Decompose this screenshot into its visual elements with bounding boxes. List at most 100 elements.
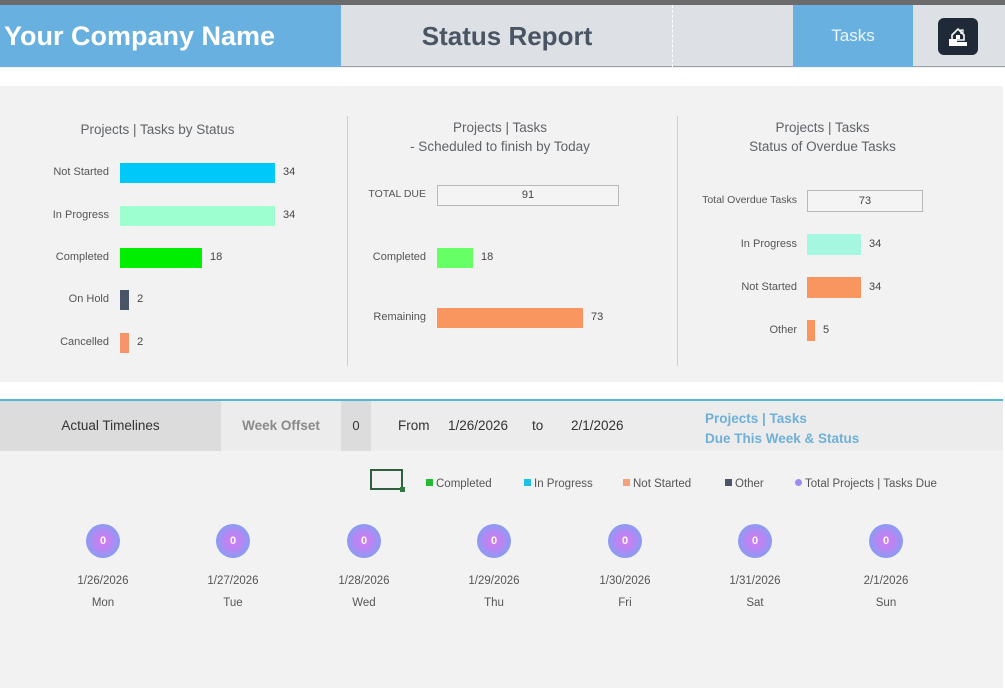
bar (437, 308, 583, 328)
actual-timelines-label[interactable]: Actual Timelines (0, 401, 221, 451)
day-date: 1/27/2026 (207, 575, 259, 587)
legend-label: Completed (436, 478, 492, 490)
company-name: Your Company Name (0, 5, 341, 67)
chart-title: Projects | Tasks by Status (80, 122, 235, 137)
page-title: Status Report (421, 21, 593, 51)
bar-label: Not Started (53, 166, 109, 178)
divider (347, 116, 348, 366)
to-label: to (532, 418, 544, 433)
legend-swatch (524, 479, 531, 487)
bar-value: 34 (869, 280, 882, 293)
chart-title: Projects | Tasks (775, 120, 870, 135)
legend-swatch (795, 479, 802, 487)
day-column: 0 1/28/2026 Wed (314, 524, 414, 609)
bar-value: 2 (137, 293, 144, 305)
total-overdue-value: 73 (807, 190, 923, 212)
day-column: 0 1/26/2026 Mon (53, 524, 153, 609)
bar (120, 163, 275, 183)
bar-label: Not Started (741, 280, 797, 293)
legend-swatch (725, 479, 732, 487)
home-icon (949, 27, 967, 46)
bar-label: On Hold (68, 293, 109, 305)
bar-value: 34 (869, 237, 882, 250)
day-name: Sun (875, 597, 897, 609)
due-count-bubble: 0 (347, 524, 381, 558)
day-name: Mon (91, 597, 115, 609)
week-offset-input[interactable]: 0 (341, 401, 371, 451)
day-date: 1/29/2026 (468, 575, 520, 587)
legend-item: Not Started (623, 478, 691, 496)
due-count-bubble: 0 (869, 524, 903, 558)
header: Your Company Name Status Report Tasks (0, 5, 1005, 67)
legend-swatch (623, 479, 630, 487)
due-count-bubble: 0 (86, 524, 120, 558)
bar-value: 18 (210, 251, 223, 263)
day-column: 0 1/30/2026 Fri (575, 524, 675, 609)
tasks-button[interactable]: Tasks (793, 5, 913, 67)
legend-swatch (426, 479, 433, 487)
total-overdue-label: Total Overdue Tasks (702, 194, 797, 206)
due-title-line2: Due This Week & Status (705, 431, 860, 446)
chart-title: Projects | Tasks (452, 120, 548, 135)
bar-value: 34 (283, 166, 296, 178)
bar-label: Completed (372, 251, 426, 263)
summary-panel: Projects | Tasks by Status Not Started 34… (0, 86, 1005, 382)
bar-value: 5 (823, 323, 830, 336)
right-edge (1003, 68, 1005, 688)
chart-subtitle: Status of Overdue Tasks (749, 139, 896, 154)
day-date: 1/28/2026 (338, 575, 390, 587)
legend-label: Not Started (633, 478, 692, 490)
from-date: 1/26/2026 (448, 418, 509, 433)
day-column: 0 1/27/2026 Tue (183, 524, 283, 609)
bar (437, 248, 473, 268)
divider (677, 116, 678, 366)
bar-value: 73 (591, 311, 604, 323)
bar-value: 34 (283, 209, 296, 221)
legend-item: Completed (426, 478, 492, 496)
bar-label: Remaining (373, 311, 426, 323)
top-strip (0, 0, 1005, 5)
day-column: 0 1/29/2026 Thu (444, 524, 544, 609)
legend-label: Other (735, 478, 764, 490)
total-due-label: TOTAL DUE (368, 188, 426, 200)
bar (120, 290, 130, 310)
bar-value: 2 (137, 336, 144, 348)
bar-label: In Progress (52, 209, 109, 221)
day-name: Tue (223, 597, 243, 609)
bar-value: 18 (481, 251, 494, 263)
bar-label: Completed (55, 251, 109, 263)
due-title-line1: Projects | Tasks (705, 411, 807, 426)
due-count-bubble: 0 (608, 524, 642, 558)
day-column: 0 2/1/2026 Sun (836, 524, 936, 609)
to-date: 2/1/2026 (571, 418, 624, 433)
bar-label: Cancelled (60, 336, 109, 348)
bar-label: In Progress (740, 237, 797, 250)
due-count-bubble: 0 (477, 524, 511, 558)
spacer-band (0, 68, 1005, 86)
day-date: 1/30/2026 (599, 575, 651, 587)
spacer-band (0, 382, 1005, 399)
bar (807, 234, 861, 255)
legend-label: In Progress (534, 478, 593, 490)
bar (120, 206, 275, 226)
cell-selection[interactable] (370, 469, 405, 492)
bar (807, 320, 815, 341)
bar-label: Other (769, 323, 797, 336)
day-name: Thu (484, 597, 504, 609)
legend-item: In Progress (524, 478, 593, 496)
bar (807, 277, 861, 298)
due-count-bubble: 0 (738, 524, 772, 558)
legend-label: Total Projects | Tasks Due (805, 478, 937, 490)
bar (120, 333, 130, 353)
home-button[interactable] (938, 18, 978, 55)
day-date: 2/1/2026 (863, 575, 909, 587)
week-offset-label: Week Offset (242, 418, 320, 433)
bar (120, 248, 203, 268)
day-name: Sat (746, 597, 764, 609)
total-due-value: 91 (437, 185, 619, 206)
day-column: 0 1/31/2026 Sat (705, 524, 805, 609)
timeline-toolbar: Actual Timelines Week Offset 0 From 1/26… (0, 399, 1005, 451)
from-label: From (398, 418, 430, 433)
due-count-bubble: 0 (216, 524, 250, 558)
day-date: 1/26/2026 (77, 575, 129, 587)
